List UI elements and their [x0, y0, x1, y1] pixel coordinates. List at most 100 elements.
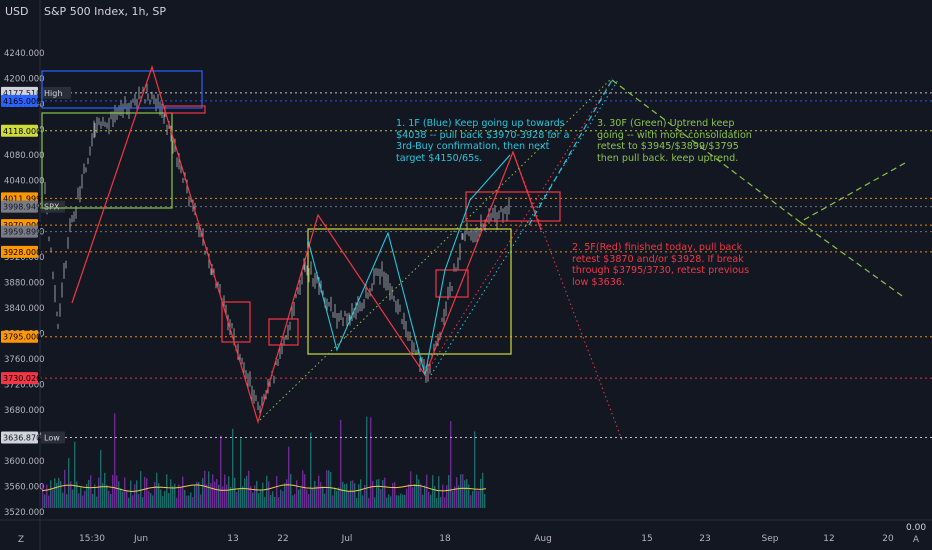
volume-bar: [282, 491, 284, 508]
volume-bar: [476, 490, 478, 508]
volume-bar: [218, 484, 220, 508]
volume-bar: [250, 486, 252, 508]
volume-bar: [272, 491, 274, 508]
volume-bar: [322, 486, 324, 508]
volume-bar: [454, 486, 456, 508]
annotation-green: 3. 30F (Green) Uptrend keep going -- wit…: [597, 118, 752, 164]
y-tick-label: 3520.000: [4, 508, 45, 518]
volume-bar: [206, 484, 208, 508]
volume-bar: [326, 470, 328, 508]
volume-bar: [340, 419, 342, 508]
volume-bar: [466, 479, 468, 508]
y-tick-label: 4040.000: [4, 177, 45, 187]
level-name-tag-bg: [41, 431, 65, 444]
volume-bar: [202, 478, 204, 508]
volume-bar: [216, 478, 218, 508]
volume-bar: [242, 486, 244, 508]
volume-bar: [408, 484, 410, 508]
y-tick-label: 3880.000: [4, 279, 45, 289]
volume-bar: [412, 487, 414, 508]
volume-bar: [60, 481, 62, 508]
volume-bar: [458, 485, 460, 508]
volume-bar: [154, 481, 156, 508]
volume-bar: [324, 493, 326, 508]
level-tag-bg: [1, 330, 38, 343]
volume-bar: [300, 488, 302, 508]
volume-bar: [138, 494, 140, 508]
volume-bar: [296, 480, 298, 508]
volume-bar: [438, 476, 440, 508]
volume-bar: [180, 487, 182, 508]
volume-bar: [140, 471, 142, 508]
volume-bar: [366, 416, 368, 508]
x-tick-label: 22: [277, 534, 288, 544]
volume-bar: [106, 484, 108, 508]
volume-bar: [204, 470, 206, 508]
y-tick-label: 4240.000: [4, 49, 45, 59]
volume-bar: [302, 470, 304, 508]
volume-bar: [260, 490, 262, 508]
volume-bar: [222, 486, 224, 508]
volume-bar: [134, 484, 136, 508]
volume-bar: [472, 490, 474, 508]
volume-bar: [448, 475, 450, 508]
volume-bar: [266, 475, 268, 508]
auto-scale-icon[interactable]: A: [912, 535, 920, 545]
volume-bar: [182, 476, 184, 508]
volume-bar: [270, 494, 272, 508]
level-tag-label: 4165.000: [3, 97, 41, 106]
volume-bar: [372, 480, 374, 508]
volume-bar: [88, 479, 90, 508]
volume-bar: [256, 480, 258, 508]
volume-bar: [188, 495, 190, 508]
volume-bar: [344, 484, 346, 508]
volume-bar: [382, 480, 384, 508]
volume-bar: [220, 435, 222, 508]
volume-bar: [196, 481, 198, 508]
zoom-icon[interactable]: Z: [17, 535, 25, 545]
volume-bar: [68, 457, 70, 508]
volume-bar: [318, 475, 320, 508]
volume-bar: [80, 487, 82, 508]
volume-bar: [440, 497, 442, 508]
x-tick-label: 13: [227, 534, 238, 544]
red-box-1: [221, 301, 251, 343]
volume-bar: [120, 488, 122, 508]
volume-bar: [336, 490, 338, 508]
red-box-2: [268, 318, 299, 346]
level-tag-label: 4177.510: [3, 89, 41, 98]
volume-bar: [380, 489, 382, 508]
volume-bar: [160, 489, 162, 508]
level-tag-bg: [1, 200, 38, 213]
volume-bar: [428, 491, 430, 508]
volume-bar: [348, 490, 350, 508]
volume-bar: [224, 474, 226, 508]
volume-bar: [346, 483, 348, 508]
green-projection-line-down: [799, 221, 906, 299]
volume-bar: [54, 478, 56, 508]
volume-bar: [246, 475, 248, 508]
volume-bar: [416, 474, 418, 508]
volume-bar: [124, 477, 126, 508]
volume-bar: [168, 493, 170, 508]
volume-bar: [464, 480, 466, 508]
volume-bar: [418, 479, 420, 508]
volume-bar: [150, 492, 152, 508]
volume-bar: [94, 484, 96, 508]
volume-bar: [482, 472, 484, 508]
volume-bar: [136, 480, 138, 508]
volume-bar: [254, 485, 256, 508]
volume-bar: [92, 493, 94, 508]
volume-bar: [432, 475, 434, 508]
volume-bar: [110, 494, 112, 508]
volume-bar: [148, 491, 150, 508]
volume-bar: [274, 497, 276, 508]
volume-bar: [414, 484, 416, 508]
volume-bar: [330, 472, 332, 508]
volume-bar: [278, 497, 280, 508]
red-box-4: [465, 191, 561, 222]
volume-bar: [252, 492, 254, 508]
level-name-tag: High: [44, 89, 62, 98]
volume-bar: [128, 497, 130, 508]
